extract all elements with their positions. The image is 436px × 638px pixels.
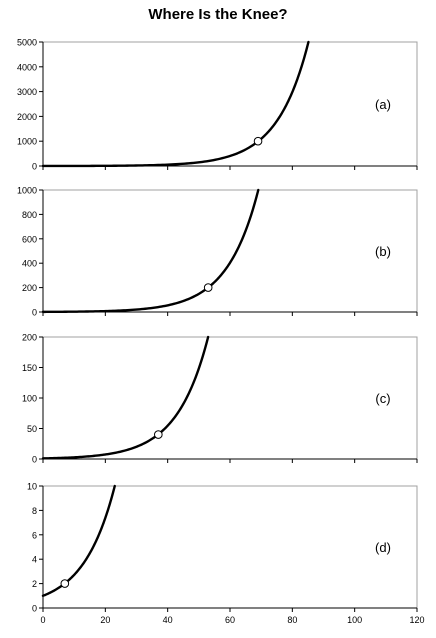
- y-tick-label-3-3: 6: [32, 530, 37, 540]
- y-tick-label-3-4: 8: [32, 506, 37, 516]
- y-tick-label-3-5: 10: [27, 482, 37, 492]
- y-tick-label-0-2: 2000: [17, 112, 37, 122]
- plot-frame-2: [42, 336, 418, 460]
- x-tick-label-2: 40: [163, 615, 173, 625]
- knee-point-3: [60, 579, 70, 588]
- y-tick-label-3-1: 2: [32, 579, 37, 589]
- panel-label-2: (c): [375, 391, 390, 406]
- x-tick-label-6: 120: [409, 615, 424, 625]
- chart-title: Where Is the Knee?: [148, 6, 288, 23]
- y-tick-label-0-0: 0: [32, 162, 37, 172]
- y-tick-label-2-3: 150: [22, 363, 37, 373]
- y-tick-label-1-1: 200: [22, 283, 37, 293]
- curve-2: [41, 335, 210, 460]
- x-tick-label-4: 80: [287, 615, 297, 625]
- y-tick-label-1-2: 400: [22, 259, 37, 269]
- knee-point-0: [253, 136, 263, 146]
- plot-frame-0: [42, 41, 418, 167]
- y-tick-label-1-4: 800: [22, 210, 37, 220]
- x-tick-label-5: 100: [347, 615, 362, 625]
- y-tick-label-0-3: 3000: [17, 87, 37, 97]
- y-tick-label-0-1: 1000: [17, 137, 37, 147]
- y-tick-label-2-2: 100: [22, 394, 37, 404]
- y-tick-label-2-0: 0: [32, 455, 37, 465]
- x-tick-label-0: 0: [40, 615, 45, 625]
- y-tick-label-1-3: 600: [22, 234, 37, 244]
- x-tick-label-3: 60: [225, 615, 235, 625]
- knee-point-2: [154, 430, 163, 439]
- curve-1: [41, 188, 260, 314]
- y-tick-label-1-0: 0: [32, 308, 37, 318]
- plot-frame-3: [42, 485, 418, 609]
- y-tick-label-2-1: 50: [27, 424, 37, 434]
- panel-label-3: (d): [375, 540, 391, 555]
- y-tick-label-0-5: 5000: [17, 38, 37, 48]
- x-tick-label-1: 20: [100, 615, 110, 625]
- y-tick-label-3-2: 4: [32, 555, 37, 565]
- curve-3: [41, 484, 116, 597]
- y-tick-label-3-0: 0: [32, 604, 37, 614]
- panel-label-1: (b): [375, 244, 391, 259]
- panel-label-0: (a): [375, 97, 391, 112]
- y-tick-label-2-4: 200: [22, 333, 37, 343]
- plot-frame-1: [42, 189, 418, 313]
- y-tick-label-0-4: 4000: [17, 62, 37, 72]
- y-tick-label-1-5: 1000: [17, 186, 37, 196]
- knee-point-1: [203, 283, 213, 292]
- curve-0: [41, 40, 310, 168]
